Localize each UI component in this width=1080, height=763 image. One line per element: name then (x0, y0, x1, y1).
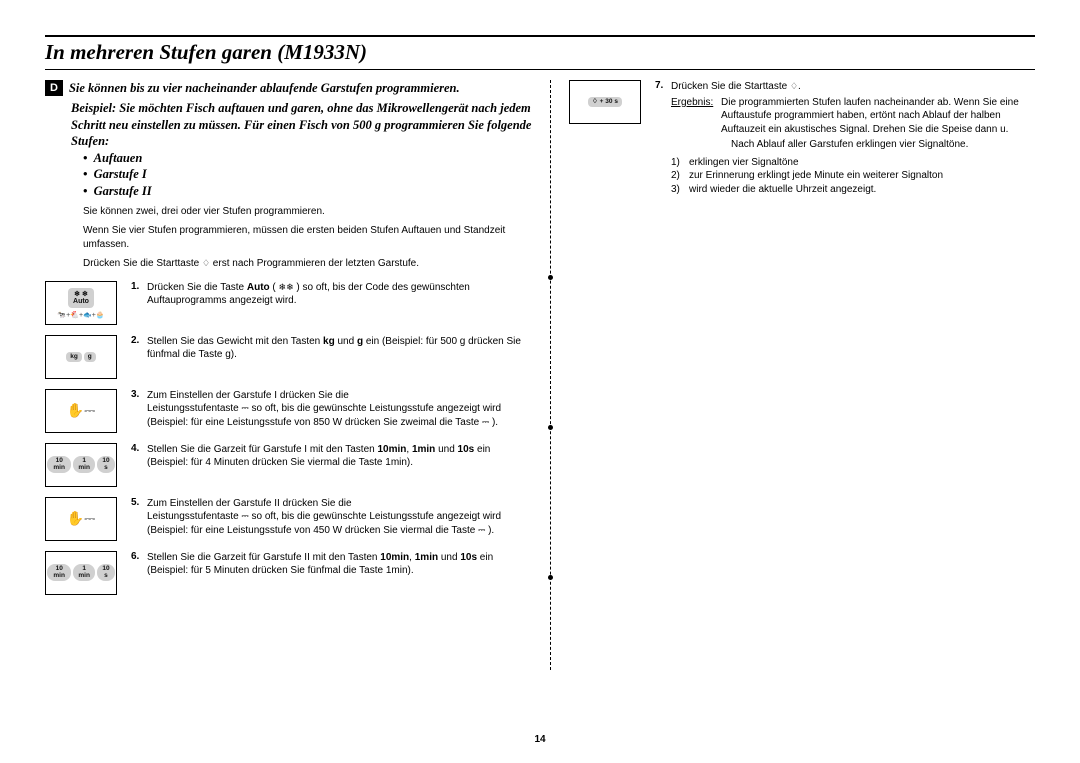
step: 10 min 1 min 10 s 6. Stellen Sie die Gar… (45, 551, 532, 595)
note-text: Sie können zwei, drei oder vier Stufen p… (83, 205, 532, 219)
step: kg g 2. Stellen Sie das Gewicht mit den … (45, 335, 532, 379)
step-text: Drücken Sie die Starttaste ♢. Ergebnis: … (671, 80, 1031, 196)
language-badge: D (45, 80, 63, 96)
divider-dot (548, 575, 553, 580)
button-diagram-weight: kg g (45, 335, 117, 379)
column-divider (550, 80, 551, 670)
note-text: Wenn Sie vier Stufen programmieren, müss… (83, 224, 532, 251)
step-text: Stellen Sie die Garzeit für Garstufe I m… (147, 443, 532, 470)
result-label: Ergebnis: (671, 96, 721, 110)
step-number: 1. (131, 281, 147, 292)
divider-dot (548, 275, 553, 280)
bullet-item: Garstufe I (83, 166, 532, 182)
bullet-item: Auftauen (83, 150, 532, 166)
button-diagram-start: ♢ + 30 s (569, 80, 641, 124)
step-text: Drücken Sie die Taste Auto ( ❄❄ ) so oft… (147, 281, 532, 308)
step-number: 6. (131, 551, 147, 562)
intro-paragraph-2: Beispiel: Sie möchten Fisch auftauen und… (71, 100, 532, 149)
step-text: Stellen Sie das Gewicht mit den Tasten k… (147, 335, 532, 362)
button-diagram-time: 10 min 1 min 10 s (45, 551, 117, 595)
step: ❄ ❄Auto 🐄+🐔+🐟+🧁 1. Drücken Sie die Taste… (45, 281, 532, 325)
right-column: ♢ + 30 s 7. Drücken Sie die Starttaste ♢… (551, 80, 1031, 670)
step-number: 4. (131, 443, 147, 454)
steps-list: ❄ ❄Auto 🐄+🐔+🐟+🧁 1. Drücken Sie die Taste… (45, 281, 532, 595)
step-text: Zum Einstellen der Garstufe I drücken Si… (147, 389, 532, 430)
step: ♢ + 30 s 7. Drücken Sie die Starttaste ♢… (569, 80, 1031, 196)
bullet-item: Garstufe II (83, 183, 532, 199)
top-rule (45, 35, 1035, 37)
intro-block: D Sie können bis zu vier nacheinander ab… (45, 80, 532, 96)
intro-paragraph-1: Sie können bis zu vier nacheinander abla… (69, 80, 460, 96)
two-column-layout: D Sie können bis zu vier nacheinander ab… (45, 80, 1035, 670)
left-column: D Sie können bis zu vier nacheinander ab… (45, 80, 550, 670)
step: 10 min 1 min 10 s 4. Stellen Sie die Gar… (45, 443, 532, 487)
stage-bullet-list: Auftauen Garstufe I Garstufe II (83, 150, 532, 199)
note-text: Drücken Sie die Starttaste ♢ erst nach P… (83, 257, 532, 271)
button-diagram-time: 10 min 1 min 10 s (45, 443, 117, 487)
step-text: Zum Einstellen der Garstufe II drücken S… (147, 497, 532, 538)
title-rule (45, 69, 1035, 70)
result-text: Die programmierten Stufen laufen nachein… (721, 96, 1031, 152)
step: ✋⎓ 3. Zum Einstellen der Garstufe I drüc… (45, 389, 532, 433)
divider-dot (548, 425, 553, 430)
button-diagram-power: ✋⎓ (45, 497, 117, 541)
step: ✋⎓ 5. Zum Einstellen der Garstufe II drü… (45, 497, 532, 541)
button-diagram-power: ✋⎓ (45, 389, 117, 433)
button-diagram-auto: ❄ ❄Auto 🐄+🐔+🐟+🧁 (45, 281, 117, 325)
step-number: 3. (131, 389, 147, 400)
step-number: 2. (131, 335, 147, 346)
page-title: In mehreren Stufen garen (M1933N) (45, 40, 1035, 65)
page-number: 14 (534, 734, 545, 745)
step-text: Stellen Sie die Garzeit für Garstufe II … (147, 551, 532, 578)
step-number: 7. (655, 80, 671, 196)
manual-page: In mehreren Stufen garen (M1933N) D Sie … (45, 35, 1035, 670)
result-sublist: 1)erklingen vier Signaltöne 2)zur Erinne… (671, 156, 1031, 197)
notes-block: Sie können zwei, drei oder vier Stufen p… (83, 205, 532, 271)
step-number: 5. (131, 497, 147, 508)
